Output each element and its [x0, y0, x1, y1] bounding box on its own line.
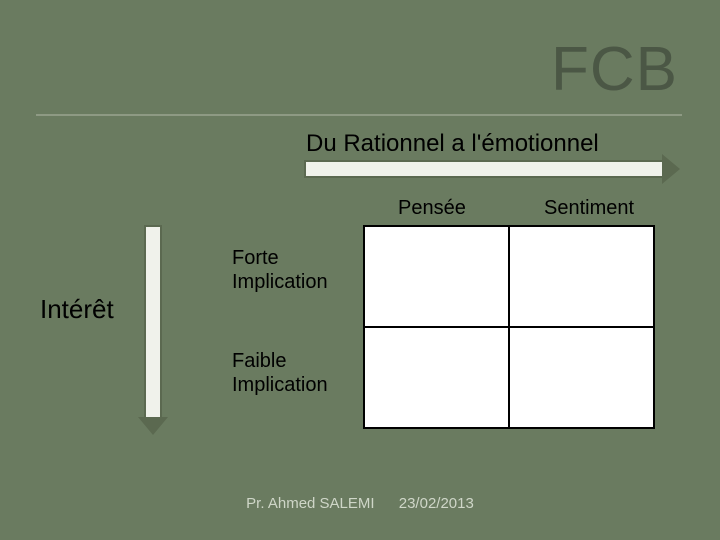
title-underline	[36, 114, 682, 116]
vertical-arrow-head	[138, 417, 168, 435]
vertical-arrow-body	[144, 225, 162, 417]
cell-forte-sentiment	[509, 227, 653, 327]
footer: Pr. Ahmed SALEMI 23/02/2013	[0, 495, 720, 512]
slide-title: FCB	[551, 34, 678, 105]
horizontal-arrow-body	[304, 160, 662, 178]
vertical-arrow	[144, 225, 162, 435]
row-label-forte: ForteImplication	[232, 246, 328, 294]
cell-forte-pensee	[365, 227, 509, 327]
cell-faible-pensee	[365, 327, 509, 427]
horizontal-arrow	[304, 160, 680, 178]
column-header-sentiment: Sentiment	[544, 197, 634, 220]
slide: FCB Du Rationnel a l'émotionnel Intérêt …	[0, 0, 720, 540]
footer-author: Pr. Ahmed SALEMI	[246, 495, 374, 512]
grid-vline	[508, 227, 510, 427]
horizontal-arrow-head	[662, 154, 680, 184]
vertical-axis-label: Intérêt	[40, 294, 114, 325]
footer-date: 23/02/2013	[399, 495, 474, 512]
column-header-pensee: Pensée	[398, 197, 466, 220]
row-label-faible: FaibleImplication	[232, 349, 328, 397]
fcb-matrix	[363, 225, 655, 429]
slide-subtitle: Du Rationnel a l'émotionnel	[306, 130, 599, 158]
cell-faible-sentiment	[509, 327, 653, 427]
